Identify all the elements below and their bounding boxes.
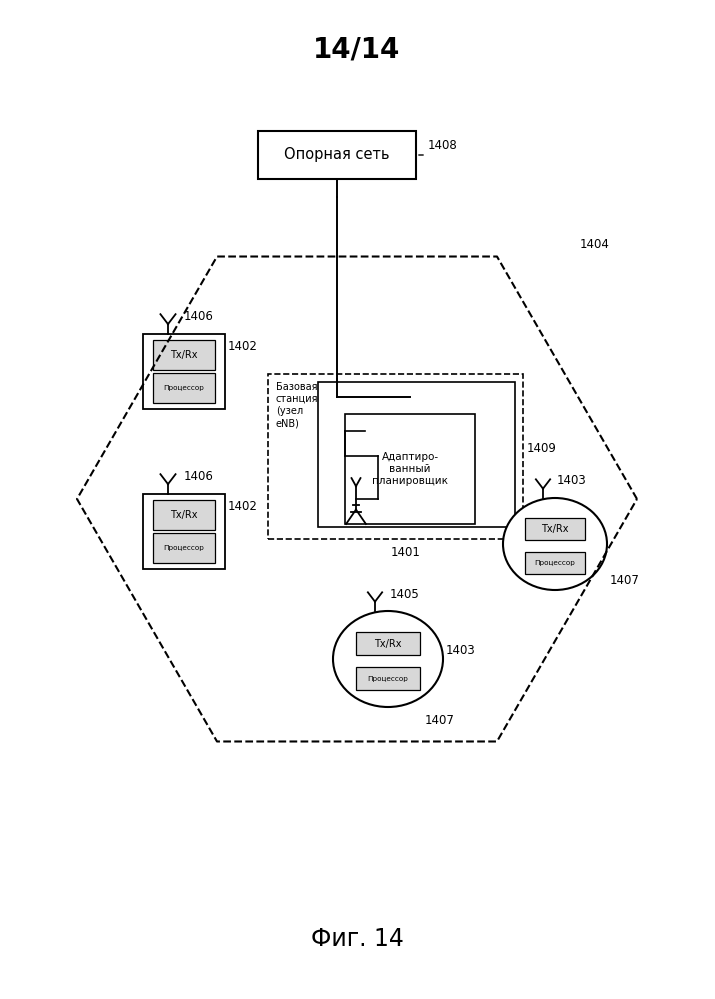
Text: 1403: 1403 (446, 644, 475, 657)
Text: Процессор: Процессор (164, 545, 204, 551)
Text: 14/14: 14/14 (313, 35, 400, 63)
Text: 1406: 1406 (184, 310, 214, 323)
FancyBboxPatch shape (356, 632, 420, 655)
Text: Tx/Rx: Tx/Rx (374, 638, 402, 648)
FancyBboxPatch shape (153, 500, 215, 530)
Text: 1406: 1406 (184, 470, 214, 483)
Text: Tx/Rx: Tx/Rx (541, 524, 568, 534)
FancyBboxPatch shape (525, 518, 585, 540)
Ellipse shape (333, 611, 443, 707)
Text: 1401: 1401 (390, 546, 420, 559)
FancyBboxPatch shape (345, 414, 475, 524)
Text: 1407: 1407 (610, 573, 640, 586)
Text: Адаптиро-
ванный
планировщик: Адаптиро- ванный планировщик (372, 452, 448, 487)
Text: Процессор: Процессор (368, 675, 408, 681)
Text: Процессор: Процессор (164, 385, 204, 391)
Ellipse shape (503, 498, 607, 590)
Text: 1402: 1402 (228, 500, 258, 512)
FancyBboxPatch shape (143, 334, 225, 409)
Text: 1404: 1404 (580, 238, 610, 251)
FancyBboxPatch shape (356, 667, 420, 690)
Text: 1409: 1409 (527, 442, 557, 455)
Text: 1407: 1407 (425, 714, 455, 727)
Text: Фиг. 14: Фиг. 14 (310, 927, 403, 951)
Text: 1403: 1403 (557, 475, 587, 488)
Text: 1408: 1408 (428, 139, 458, 152)
Text: Tx/Rx: Tx/Rx (170, 510, 198, 520)
Text: Базовая
станция
(узел
eNB): Базовая станция (узел eNB) (276, 382, 318, 428)
Text: Tx/Rx: Tx/Rx (170, 350, 198, 360)
FancyBboxPatch shape (525, 551, 585, 573)
Text: 1402: 1402 (228, 340, 258, 353)
FancyBboxPatch shape (153, 533, 215, 563)
Text: Процессор: Процессор (535, 559, 576, 565)
FancyBboxPatch shape (268, 374, 523, 539)
Text: Опорная сеть: Опорная сеть (285, 148, 390, 163)
FancyBboxPatch shape (143, 494, 225, 569)
FancyBboxPatch shape (318, 382, 515, 527)
FancyBboxPatch shape (153, 373, 215, 403)
FancyBboxPatch shape (258, 131, 416, 179)
Text: 1405: 1405 (390, 587, 420, 600)
FancyBboxPatch shape (153, 340, 215, 370)
